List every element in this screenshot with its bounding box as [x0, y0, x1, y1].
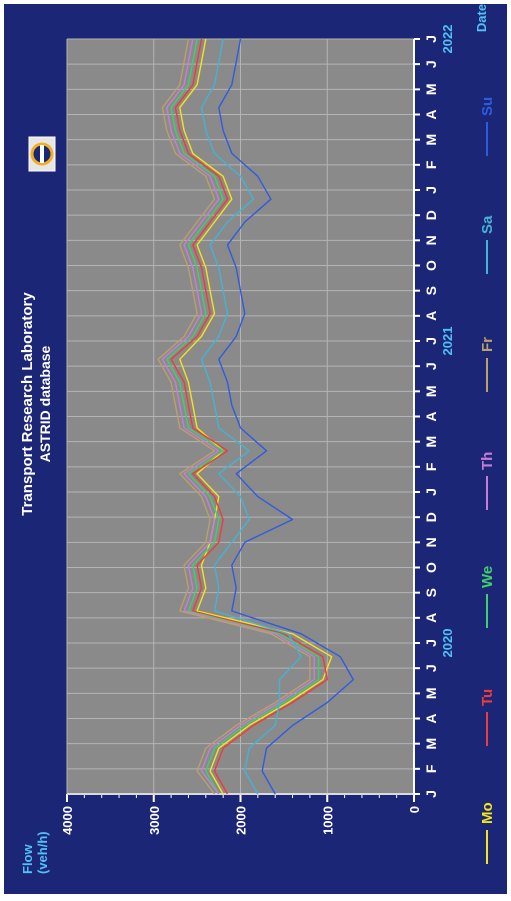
- x-tick-label: O: [423, 260, 439, 271]
- chart-figure: Transport Research Laboratory ASTRID dat…: [4, 4, 507, 894]
- y-tick-label: 0: [407, 806, 422, 813]
- legend: Mo Tu We Th Fr Sa Su: [479, 97, 496, 864]
- x-tick-label: A: [423, 613, 439, 623]
- x-tick-label: J: [423, 639, 439, 647]
- y-axis-label-line: Flow: [20, 844, 35, 874]
- x-tick-label: A: [423, 411, 439, 421]
- x-tick-label: M: [423, 385, 439, 397]
- series-line-su: [218, 38, 354, 795]
- legend-label: Fr: [479, 337, 496, 352]
- x-tick-label: D: [423, 512, 439, 522]
- legend-label: Tu: [479, 689, 496, 706]
- x-tick-label: J: [423, 186, 439, 194]
- flow-chart: Transport Research Laboratory ASTRID dat…: [4, 4, 507, 894]
- series-line-tu: [170, 38, 328, 795]
- series-line-fr: [157, 38, 311, 795]
- y-tick-label: 3000: [147, 806, 162, 835]
- year-label: 2021: [440, 327, 455, 356]
- x-tick-label: N: [423, 537, 439, 547]
- series-line-mo: [179, 38, 333, 795]
- x-tick-label: M: [423, 738, 439, 750]
- legend-label: We: [479, 566, 496, 588]
- y-tick-label: 4000: [60, 806, 75, 835]
- x-tick-label: F: [423, 764, 439, 773]
- x-tick-label: N: [423, 235, 439, 245]
- x-tick-label: J: [423, 35, 439, 43]
- series-lines: [157, 38, 354, 795]
- legend-label: Mo: [479, 802, 496, 824]
- y-tick-label: 1000: [320, 806, 335, 835]
- x-tick-label: M: [423, 687, 439, 699]
- chart-subtitle: ASTRID database: [37, 345, 53, 462]
- y-axis-label-line: (veh/h): [35, 831, 50, 874]
- x-tick-label: J: [423, 60, 439, 68]
- x-tick-label: M: [423, 134, 439, 146]
- series-line-sa: [200, 38, 302, 795]
- x-tick-label: D: [423, 210, 439, 220]
- legend-label: Sa: [479, 215, 496, 234]
- x-axis-label: Date: [474, 4, 489, 32]
- x-tick-label: O: [423, 562, 439, 573]
- chart-title: Transport Research Laboratory: [19, 292, 36, 516]
- x-axis: JFMAMJJASONDJFMAMJJASONDJFMAMJJ202020212…: [67, 25, 455, 798]
- x-tick-label: S: [423, 286, 439, 295]
- x-tick-label: A: [423, 109, 439, 119]
- logo-icon: [28, 136, 56, 172]
- series-line-we: [166, 38, 320, 795]
- chart-stage: Transport Research Laboratory ASTRID dat…: [4, 4, 507, 894]
- series-line-th: [161, 38, 315, 795]
- x-tick-label: J: [423, 790, 439, 798]
- y-tick-label: 2000: [234, 806, 249, 835]
- x-tick-label: J: [423, 362, 439, 370]
- x-tick-label: J: [423, 488, 439, 496]
- x-tick-label: A: [423, 713, 439, 723]
- x-tick-label: F: [423, 160, 439, 169]
- year-label: 2020: [440, 629, 455, 658]
- y-axis-label: Flow(veh/h): [20, 831, 50, 874]
- x-tick-label: J: [423, 664, 439, 672]
- legend-label: Su: [479, 97, 496, 116]
- x-tick-label: J: [423, 337, 439, 345]
- legend-label: Th: [479, 452, 496, 470]
- x-tick-label: M: [423, 436, 439, 448]
- x-tick-label: M: [423, 83, 439, 95]
- x-tick-label: A: [423, 311, 439, 321]
- x-tick-label: F: [423, 462, 439, 471]
- x-tick-label: S: [423, 588, 439, 597]
- year-label: 2022: [440, 25, 455, 54]
